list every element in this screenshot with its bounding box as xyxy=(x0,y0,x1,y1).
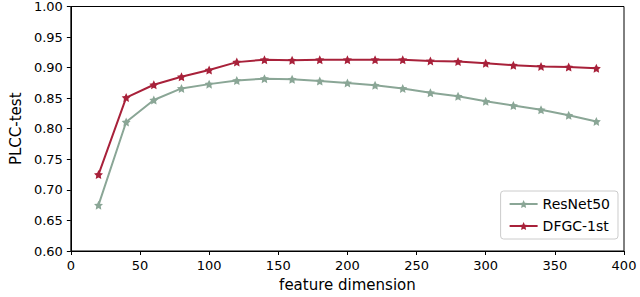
svg-text:250: 250 xyxy=(404,258,429,273)
svg-text:feature dimension: feature dimension xyxy=(279,276,416,294)
svg-text:ResNet50: ResNet50 xyxy=(543,196,610,212)
svg-text:0.80: 0.80 xyxy=(34,121,63,136)
svg-text:100: 100 xyxy=(197,258,222,273)
svg-text:PLCC-test: PLCC-test xyxy=(7,92,25,165)
svg-text:0.70: 0.70 xyxy=(34,182,63,197)
svg-text:DFGC-1st: DFGC-1st xyxy=(543,218,610,234)
svg-text:300: 300 xyxy=(473,258,498,273)
svg-text:0.65: 0.65 xyxy=(34,213,63,228)
svg-text:150: 150 xyxy=(266,258,291,273)
svg-text:0.60: 0.60 xyxy=(34,244,63,259)
svg-text:1.00: 1.00 xyxy=(34,0,63,14)
svg-text:200: 200 xyxy=(335,258,360,273)
svg-text:350: 350 xyxy=(542,258,567,273)
svg-text:0.75: 0.75 xyxy=(34,152,63,167)
svg-text:0.95: 0.95 xyxy=(34,30,63,45)
svg-text:0: 0 xyxy=(67,258,75,273)
svg-text:400: 400 xyxy=(612,258,637,273)
svg-text:50: 50 xyxy=(132,258,149,273)
svg-text:0.90: 0.90 xyxy=(34,60,63,75)
svg-text:0.85: 0.85 xyxy=(34,91,63,106)
